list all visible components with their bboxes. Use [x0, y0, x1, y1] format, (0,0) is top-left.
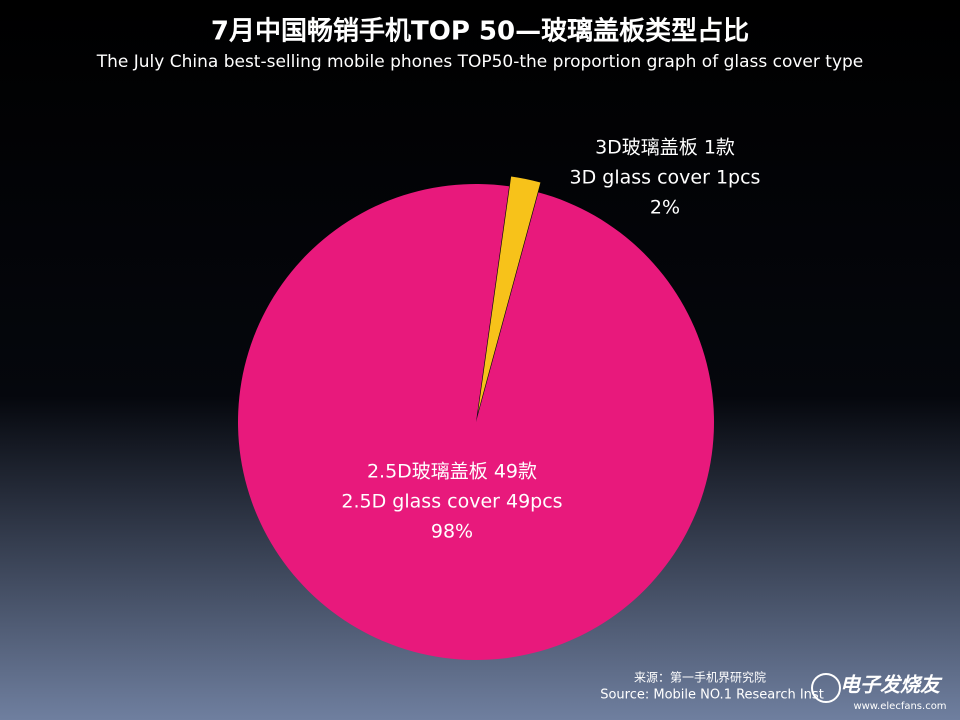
watermark-url: www.elecfans.com [853, 701, 946, 712]
pie: 2.5D玻璃盖板 49款 2.5D glass cover 49pcs 98% 3D玻… [237, 137, 761, 660]
value-label: 98% [431, 521, 473, 543]
slice-label-en: 2.5D glass cover 49pcs [341, 491, 562, 513]
slice-label-en: 3D glass cover 1pcs [570, 167, 761, 189]
pie-slice [478, 176, 541, 413]
pie-slice [237, 183, 714, 660]
source-en: Source: Mobile NO.1 Research Inst [600, 688, 824, 703]
source-cn: 来源：第一手机界研究院 [634, 670, 766, 685]
chart-title: 7月中国畅销手机TOP 50—玻璃盖板类型占比 [211, 16, 749, 47]
watermark-logo [811, 673, 841, 703]
slice-label: 2.5D玻璃盖板 49款 [367, 461, 537, 483]
slice-label: 3D玻璃盖板 1款 [595, 137, 735, 159]
watermark-text: 电子发烧友 [840, 673, 943, 697]
chart-subtitle: The July China best-selling mobile phone… [96, 52, 864, 72]
value-label: 2% [650, 197, 680, 219]
